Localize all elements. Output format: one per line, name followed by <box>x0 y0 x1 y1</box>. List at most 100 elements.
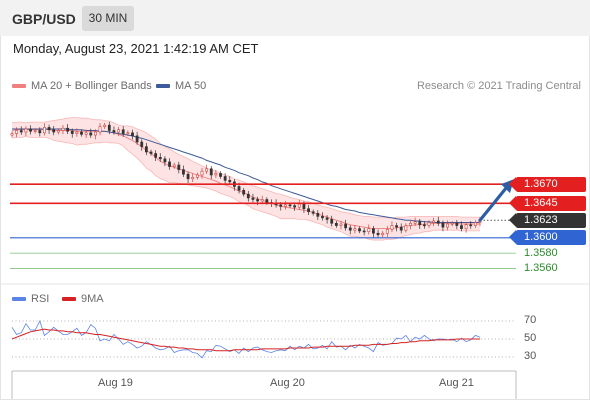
candle-body <box>75 131 79 134</box>
candle-body <box>297 203 301 208</box>
candle-body <box>121 129 125 134</box>
candle-body <box>43 127 46 134</box>
candle-body <box>98 126 102 133</box>
candle-body <box>209 168 213 176</box>
candle-body <box>200 170 204 176</box>
candle-body <box>469 224 473 227</box>
candle-body <box>126 132 130 135</box>
candle-body <box>441 222 445 228</box>
candle-body <box>330 219 334 224</box>
candle-body <box>158 157 162 160</box>
candle-body <box>432 220 436 223</box>
candle-body <box>70 130 74 134</box>
candle-body <box>464 224 468 229</box>
candle-body <box>460 225 463 229</box>
ma50-line <box>12 128 480 223</box>
candle-body <box>288 204 292 207</box>
candle-body <box>450 222 454 225</box>
candle-body <box>15 130 19 134</box>
candle-body <box>473 222 477 226</box>
candle-body <box>256 199 259 202</box>
candle-body <box>260 199 264 202</box>
candle-body <box>205 168 209 172</box>
pivot-level-tag: 1.3600 <box>509 230 586 246</box>
candle-body <box>29 128 32 132</box>
rsi-ma-line <box>11 328 480 352</box>
rsi-line <box>11 319 481 359</box>
interval-button[interactable]: 30 MIN <box>82 6 134 31</box>
candle-body <box>103 124 107 127</box>
candle-body <box>385 229 389 234</box>
legend-ma50: MA 50 <box>156 80 206 92</box>
candle-body <box>348 227 352 231</box>
candle-body <box>251 197 255 200</box>
candle-body <box>177 164 181 170</box>
candle-body <box>376 232 380 236</box>
candle-body <box>10 133 14 136</box>
candle-body <box>367 228 371 232</box>
bollinger-band-area <box>12 117 480 241</box>
candle-body <box>316 213 320 217</box>
candle-body <box>163 158 167 163</box>
candle-body <box>265 199 269 203</box>
candle-body <box>223 176 227 181</box>
candle-body <box>293 205 297 208</box>
candle-body <box>395 225 398 228</box>
header-bar: GBP/USD 30 MIN <box>0 0 590 36</box>
candle-body <box>246 193 250 199</box>
candle-body <box>154 153 158 158</box>
bollinger-upper-line <box>11 117 480 219</box>
candle-body <box>358 228 361 232</box>
resistance-level-tag: 1.3645 <box>509 195 586 211</box>
candle-body <box>339 223 343 226</box>
timestamp: Monday, August 23, 2021 1:42:19 AM CET <box>13 41 259 56</box>
candle-body <box>195 174 199 178</box>
candle-body <box>436 220 440 224</box>
candle-body <box>19 130 23 133</box>
rsi-ma-swatch <box>62 297 76 302</box>
candle-body <box>135 135 139 143</box>
candle-body <box>117 129 120 133</box>
resistance-level-tag: 1.3670 <box>509 176 586 192</box>
candle-body <box>112 130 116 133</box>
candle-body <box>214 173 218 176</box>
candle-body <box>94 131 97 136</box>
candle-body <box>413 221 417 224</box>
candle-body <box>399 226 403 231</box>
candle-body <box>80 131 83 135</box>
support-level-label: 1.3560 <box>524 262 558 274</box>
candle-body <box>186 173 190 180</box>
candle-body <box>228 180 232 183</box>
rsi-tick-label: 30 <box>524 350 537 362</box>
candle-body <box>404 225 408 231</box>
candle-body <box>47 127 51 131</box>
legend-rsi-label: RSI <box>31 293 50 305</box>
legend-rsi: RSI <box>12 293 49 305</box>
candle-body <box>84 132 88 135</box>
candle-body <box>279 204 283 207</box>
candle-body <box>66 127 70 132</box>
candle-body <box>362 230 366 233</box>
candle-body <box>422 224 426 227</box>
x-tick-label: Aug 21 <box>439 377 474 389</box>
candle-body <box>61 127 65 131</box>
candle-body <box>89 132 93 136</box>
candle-body <box>107 124 111 131</box>
candle-body <box>344 223 348 229</box>
legend-rsi-ma: 9MA <box>62 293 104 305</box>
candle-body <box>446 223 449 228</box>
candle-body <box>182 169 185 175</box>
bollinger-swatch <box>12 84 26 89</box>
candle-body <box>307 208 310 213</box>
candle-body <box>172 164 176 167</box>
last-price-tag: 1.3623 <box>509 212 586 228</box>
candle-body <box>149 151 153 154</box>
rsi-swatch <box>12 297 26 302</box>
candle-body <box>321 216 324 219</box>
symbol-title: GBP/USD <box>12 11 76 27</box>
candle-body <box>302 203 306 210</box>
candle-body <box>334 222 338 226</box>
candle-body <box>56 130 60 133</box>
candle-body <box>140 141 144 147</box>
candle-body <box>353 228 357 231</box>
